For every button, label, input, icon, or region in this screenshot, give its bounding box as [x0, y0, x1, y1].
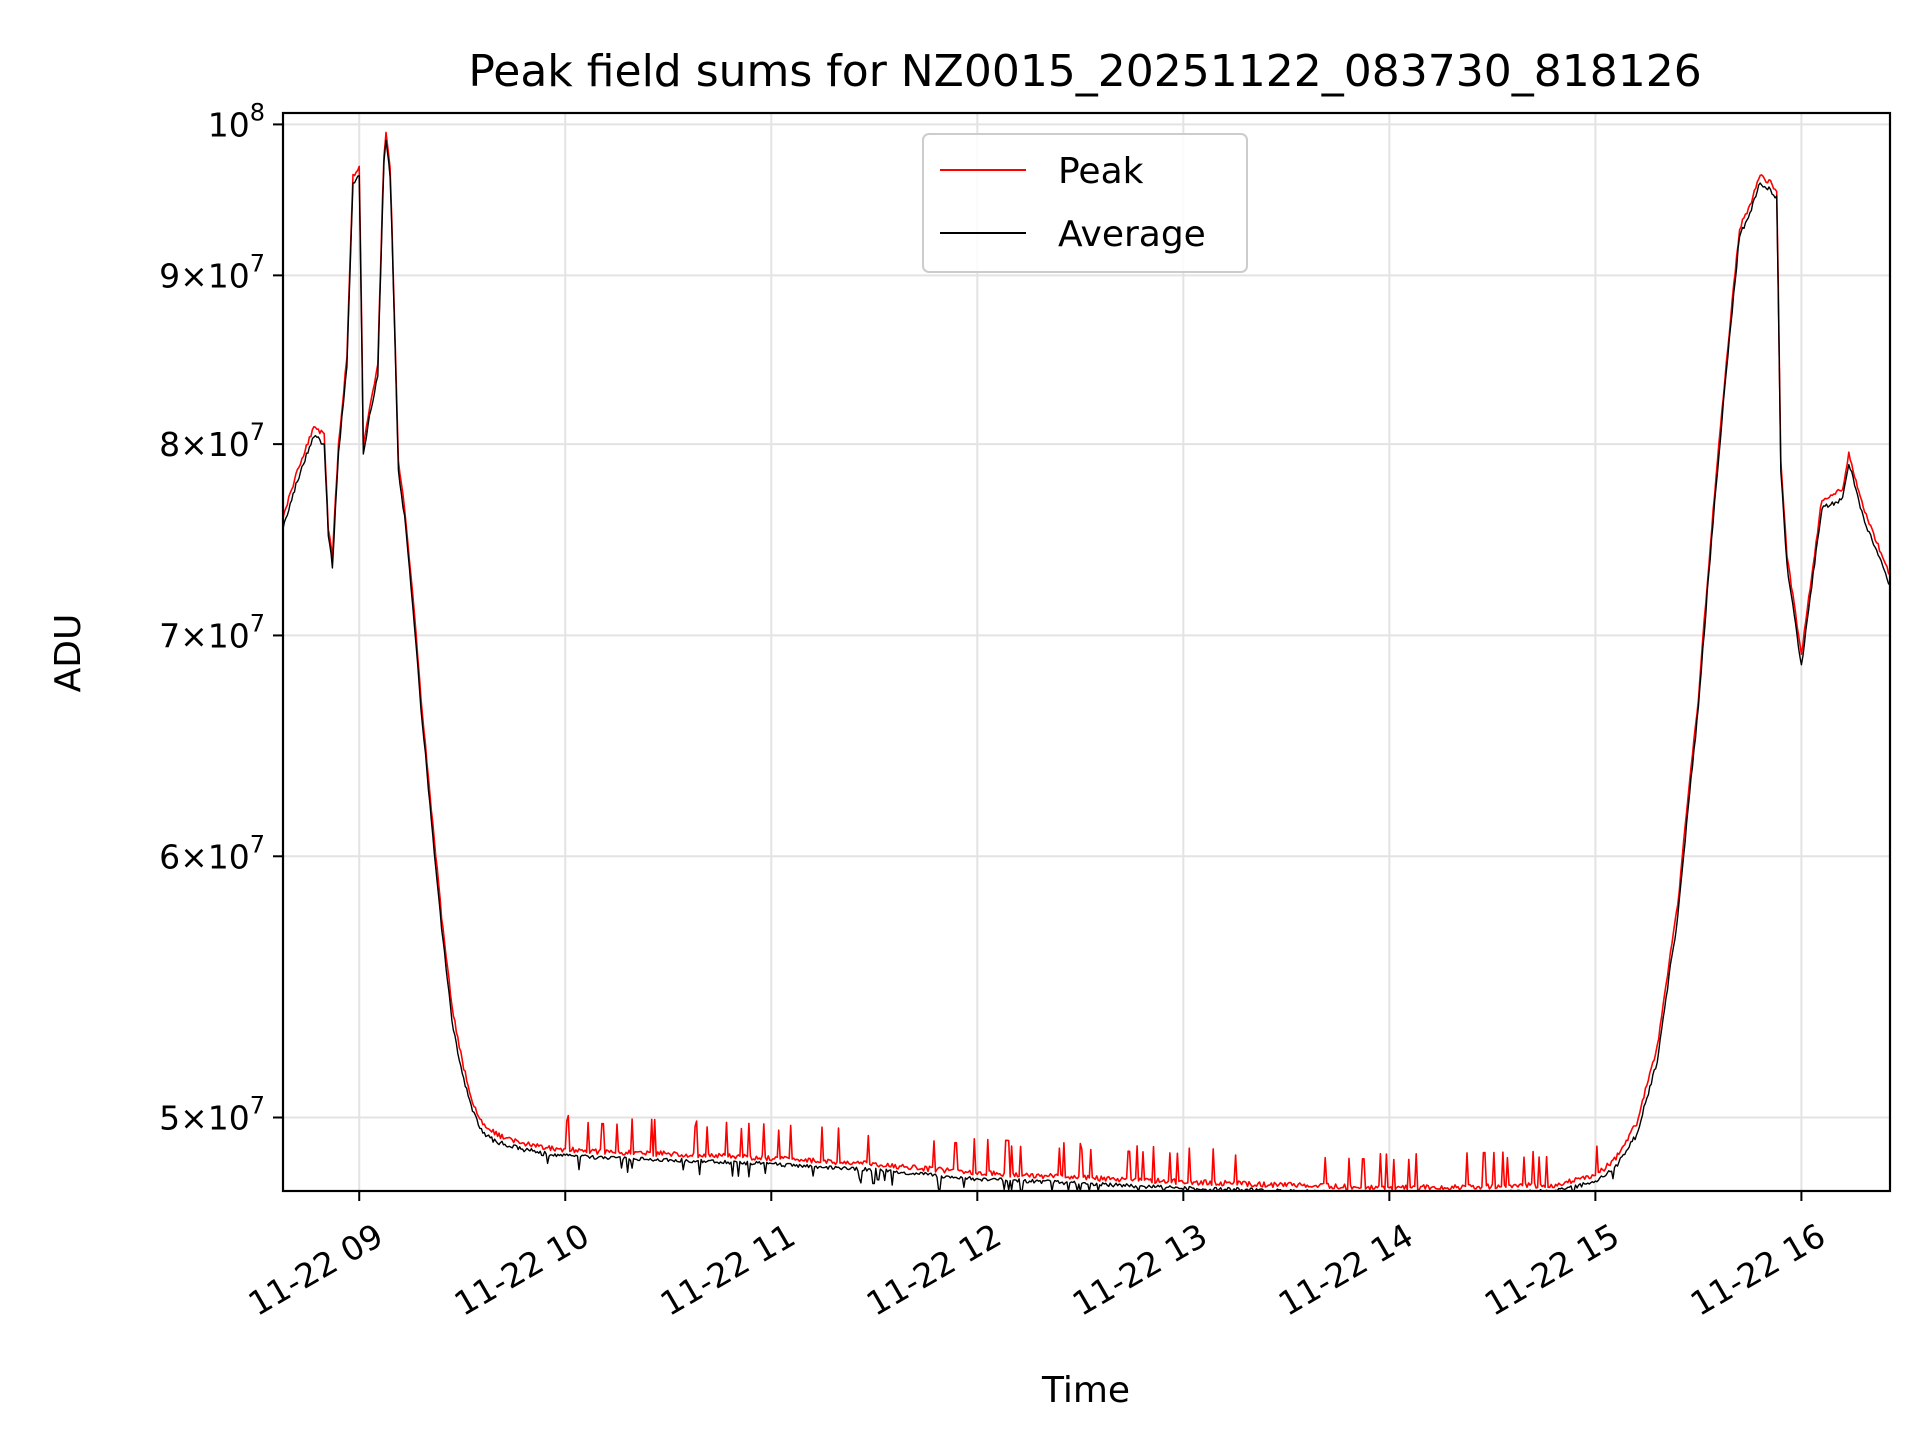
y-tick-label: 7×107 [159, 609, 265, 655]
series-line-peak [282, 131, 1891, 1191]
y-tick-label: 9×107 [159, 249, 265, 295]
y-tick-label: 108 [208, 98, 265, 144]
y-axis-label: ADU [48, 614, 89, 693]
legend-label-peak: Peak [1058, 151, 1144, 192]
legend-label-average: Average [1058, 214, 1206, 255]
plot-frame [281, 111, 1892, 1193]
chart-title: Peak field sums for NZ0015_20251122_0837… [468, 46, 1701, 97]
legend-box [922, 133, 1248, 273]
y-tick-label: 8×107 [159, 418, 265, 464]
y-tick-label: 6×107 [159, 830, 265, 876]
y-axis: 5×107 6×107 7×107 8×107 9×107 108 [159, 98, 283, 1138]
series-line-average [282, 139, 1891, 1192]
grid [283, 113, 1890, 1191]
y-tick-label: 5×107 [159, 1092, 265, 1138]
series-lines [282, 131, 1891, 1192]
x-axis-label: Time [1041, 1370, 1130, 1411]
legend: Peak Average [922, 133, 1248, 273]
